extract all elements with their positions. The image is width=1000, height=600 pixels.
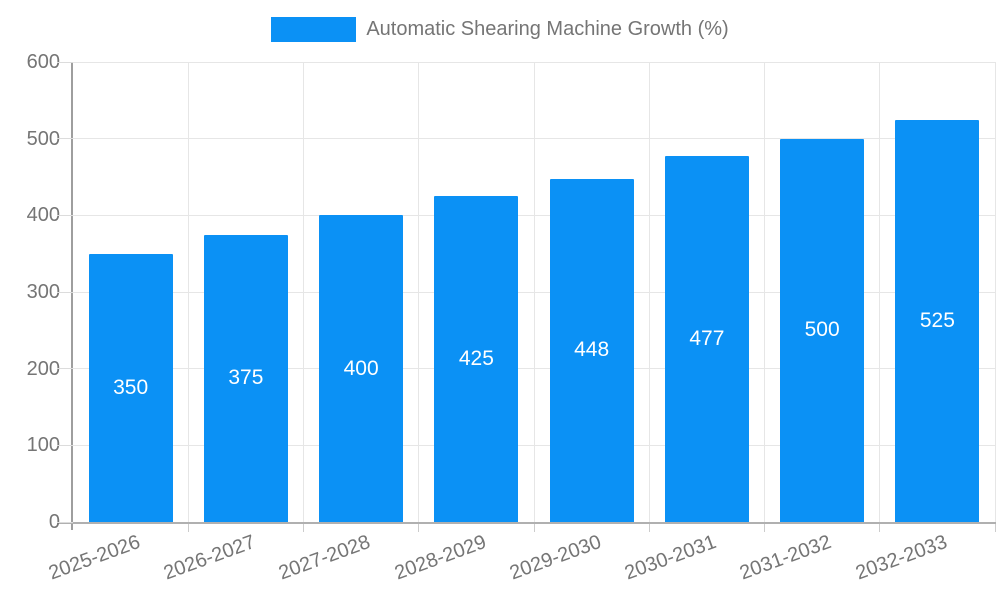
bar-2030-2031[interactable]: 477 (664, 156, 749, 522)
bar-value-label-2030-2031: 477 (689, 327, 725, 351)
y-axis-tick-200 (57, 368, 73, 370)
bar-value-label-2028-2029: 425 (458, 347, 494, 371)
plot-area: 350 375 400 425 448 477 500 525 (73, 61, 996, 522)
x-axis-label-2029-2030: 2029-2030 (506, 531, 605, 585)
x-axis-line (57, 522, 996, 524)
bar-value-label-2032-2033: 525 (919, 308, 955, 332)
y-axis-tick-500 (57, 138, 73, 140)
gridline-x-8 (994, 62, 996, 522)
bar-2025-2026[interactable]: 350 (88, 253, 173, 522)
gridline-x-7 (879, 62, 881, 522)
gridline-x-2 (303, 62, 304, 522)
x-axis-tick-2 (303, 524, 304, 532)
x-axis-label-2027-2028: 2027-2028 (276, 531, 374, 585)
y-axis-label-0: 0 (48, 511, 60, 533)
x-axis-label-2025-2026: 2025-2026 (45, 531, 144, 585)
y-axis-tick-300 (57, 291, 73, 293)
bar-value-label-2031-2032: 500 (804, 318, 840, 342)
bar-2031-2032[interactable]: 500 (780, 138, 865, 522)
y-axis-tick-100 (57, 444, 73, 446)
x-axis-tick-3 (418, 524, 420, 532)
x-axis-label-2030-2031: 2030-2031 (621, 531, 720, 585)
bar-2026-2027[interactable]: 375 (203, 234, 288, 522)
x-axis-label-2026-2027: 2026-2027 (160, 531, 259, 585)
bar-value-label-2027-2028: 400 (343, 356, 379, 380)
x-axis-tick-5 (648, 524, 650, 532)
gridline-x-6 (764, 62, 765, 522)
y-axis-tick-400 (57, 214, 73, 216)
gridline-x-5 (648, 62, 650, 522)
x-axis-tick-1 (187, 524, 189, 532)
bar-2032-2033[interactable]: 525 (895, 119, 980, 522)
x-axis-label-2031-2032: 2031-2032 (737, 531, 835, 585)
bar-value-label-2025-2026: 350 (113, 375, 149, 399)
y-axis-label-500: 500 (26, 127, 60, 150)
x-axis-label-2032-2033: 2032-2033 (852, 531, 950, 585)
x-axis-tick-8 (994, 524, 996, 532)
gridline-x-4 (533, 62, 535, 522)
bar-value-label-2026-2027: 375 (228, 366, 264, 390)
gridline-x-3 (418, 62, 420, 522)
x-axis-label-2028-2029: 2028-2029 (391, 531, 489, 585)
legend-label: Automatic Shearing Machine Growth (%) (366, 18, 729, 40)
y-axis-tick-600 (57, 61, 73, 63)
y-axis-label-300: 300 (26, 281, 60, 303)
x-axis-tick-4 (533, 524, 535, 532)
y-axis-tick-0 (57, 521, 73, 523)
bar-2028-2029[interactable]: 425 (434, 196, 519, 522)
bar-2027-2028[interactable]: 400 (319, 215, 404, 522)
y-axis-label-400: 400 (26, 204, 60, 227)
y-axis-label-200: 200 (26, 357, 60, 380)
y-axis-line (71, 62, 73, 530)
y-axis-label-100: 100 (26, 434, 60, 457)
gridline-x-1 (187, 62, 189, 522)
bar-2029-2030[interactable]: 448 (549, 178, 634, 522)
legend[interactable]: Automatic Shearing Machine Growth (%) (0, 17, 1000, 42)
bar-value-label-2029-2030: 448 (574, 338, 610, 362)
legend-swatch-icon (271, 17, 357, 42)
y-axis-label-600: 600 (26, 51, 60, 73)
x-axis-tick-7 (879, 524, 881, 532)
x-axis-tick-6 (764, 524, 765, 532)
